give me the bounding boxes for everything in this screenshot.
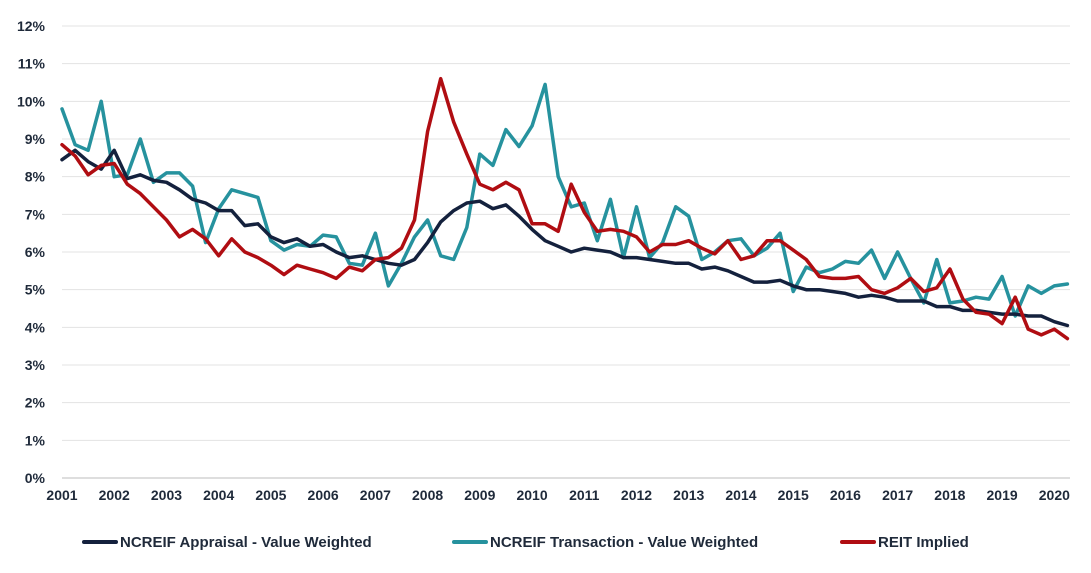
x-axis-tick-labels: 2001 2002 2003 2004 2005 2006 2007 2008 2009 2010… bbox=[46, 487, 1070, 503]
x-tick-label: 2018 bbox=[934, 487, 965, 503]
x-tick-label: 2001 bbox=[46, 487, 77, 503]
x-tick-label: 2003 bbox=[151, 487, 182, 503]
y-tick-label: 4% bbox=[25, 319, 46, 335]
y-tick-label: 12% bbox=[17, 18, 46, 34]
legend-label: REIT Implied bbox=[878, 534, 969, 551]
x-tick-label: 2006 bbox=[308, 487, 339, 503]
legend-item: NCREIF Transaction - Value Weighted bbox=[452, 534, 758, 551]
x-tick-label: 2010 bbox=[516, 487, 547, 503]
legend-item: REIT Implied bbox=[840, 534, 969, 551]
x-tick-label: 2013 bbox=[673, 487, 704, 503]
x-tick-label: 2007 bbox=[360, 487, 391, 503]
y-tick-label: 7% bbox=[25, 206, 46, 222]
y-tick-label: 9% bbox=[25, 131, 46, 147]
x-tick-label: 2014 bbox=[725, 487, 756, 503]
y-tick-label: 2% bbox=[25, 395, 46, 411]
y-axis-tick-labels: 0% 1% 2% 3% 4% 5% 6% 7% 8% 9% 10% 11% 12% bbox=[17, 18, 46, 486]
series-line-2 bbox=[60, 76, 1070, 341]
series-line-0 bbox=[60, 148, 1070, 328]
y-tick-label: 1% bbox=[25, 432, 46, 448]
x-tick-label: 2008 bbox=[412, 487, 443, 503]
y-tick-label: 11% bbox=[18, 56, 46, 72]
x-tick-label: 2011 bbox=[569, 487, 600, 503]
legend: NCREIF Appraisal - Value Weighted NCREIF … bbox=[82, 534, 969, 551]
y-tick-label: 0% bbox=[25, 470, 46, 486]
series-lines bbox=[60, 76, 1070, 341]
x-tick-label: 2020 bbox=[1039, 487, 1070, 503]
series-line-1 bbox=[60, 82, 1070, 318]
legend-label: NCREIF Transaction - Value Weighted bbox=[490, 534, 758, 551]
legend-item: NCREIF Appraisal - Value Weighted bbox=[82, 534, 372, 551]
x-tick-label: 2009 bbox=[464, 487, 495, 503]
legend-label: NCREIF Appraisal - Value Weighted bbox=[120, 534, 372, 551]
y-tick-label: 8% bbox=[25, 169, 46, 185]
x-tick-label: 2004 bbox=[203, 487, 234, 503]
x-tick-label: 2019 bbox=[987, 487, 1018, 503]
x-tick-label: 2015 bbox=[778, 487, 809, 503]
x-tick-label: 2016 bbox=[830, 487, 861, 503]
x-tick-label: 2002 bbox=[99, 487, 130, 503]
y-tick-label: 6% bbox=[25, 244, 46, 260]
x-tick-label: 2012 bbox=[621, 487, 652, 503]
gridlines bbox=[62, 25, 1070, 441]
x-tick-label: 2005 bbox=[255, 487, 286, 503]
y-tick-label: 10% bbox=[17, 93, 46, 109]
y-tick-label: 3% bbox=[25, 357, 46, 373]
y-tick-label: 5% bbox=[25, 282, 46, 298]
x-tick-label: 2017 bbox=[882, 487, 913, 503]
